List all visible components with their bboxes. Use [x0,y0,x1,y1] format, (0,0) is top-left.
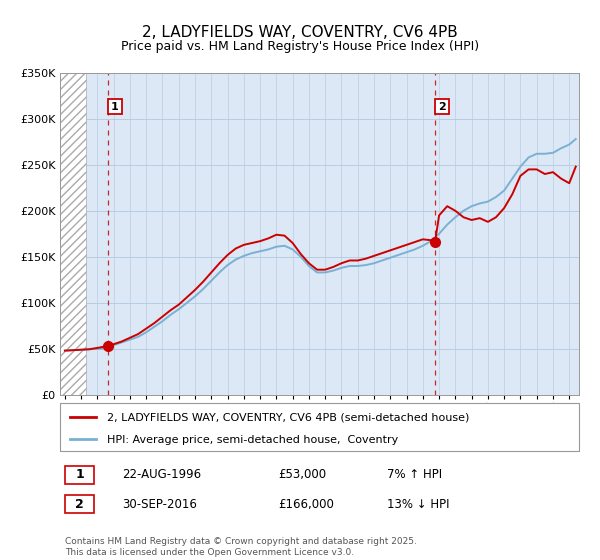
Text: Contains HM Land Registry data © Crown copyright and database right 2025.
This d: Contains HM Land Registry data © Crown c… [65,538,417,557]
Text: 2: 2 [75,498,84,511]
Text: £53,000: £53,000 [278,468,326,482]
Text: 1: 1 [75,468,84,482]
FancyBboxPatch shape [60,403,579,451]
Text: 1: 1 [111,101,119,111]
Text: 2: 2 [438,101,446,111]
Text: 7% ↑ HPI: 7% ↑ HPI [387,468,442,482]
Text: 2, LADYFIELDS WAY, COVENTRY, CV6 4PB (semi-detached house): 2, LADYFIELDS WAY, COVENTRY, CV6 4PB (se… [107,413,469,422]
Text: HPI: Average price, semi-detached house,  Coventry: HPI: Average price, semi-detached house,… [107,435,398,445]
Text: 13% ↓ HPI: 13% ↓ HPI [387,498,449,511]
FancyBboxPatch shape [65,466,94,484]
FancyBboxPatch shape [65,495,94,514]
Text: 30-SEP-2016: 30-SEP-2016 [122,498,197,511]
Text: Price paid vs. HM Land Registry's House Price Index (HPI): Price paid vs. HM Land Registry's House … [121,40,479,53]
Text: 22-AUG-1996: 22-AUG-1996 [122,468,202,482]
Text: 2, LADYFIELDS WAY, COVENTRY, CV6 4PB: 2, LADYFIELDS WAY, COVENTRY, CV6 4PB [142,25,458,40]
Text: £166,000: £166,000 [278,498,334,511]
